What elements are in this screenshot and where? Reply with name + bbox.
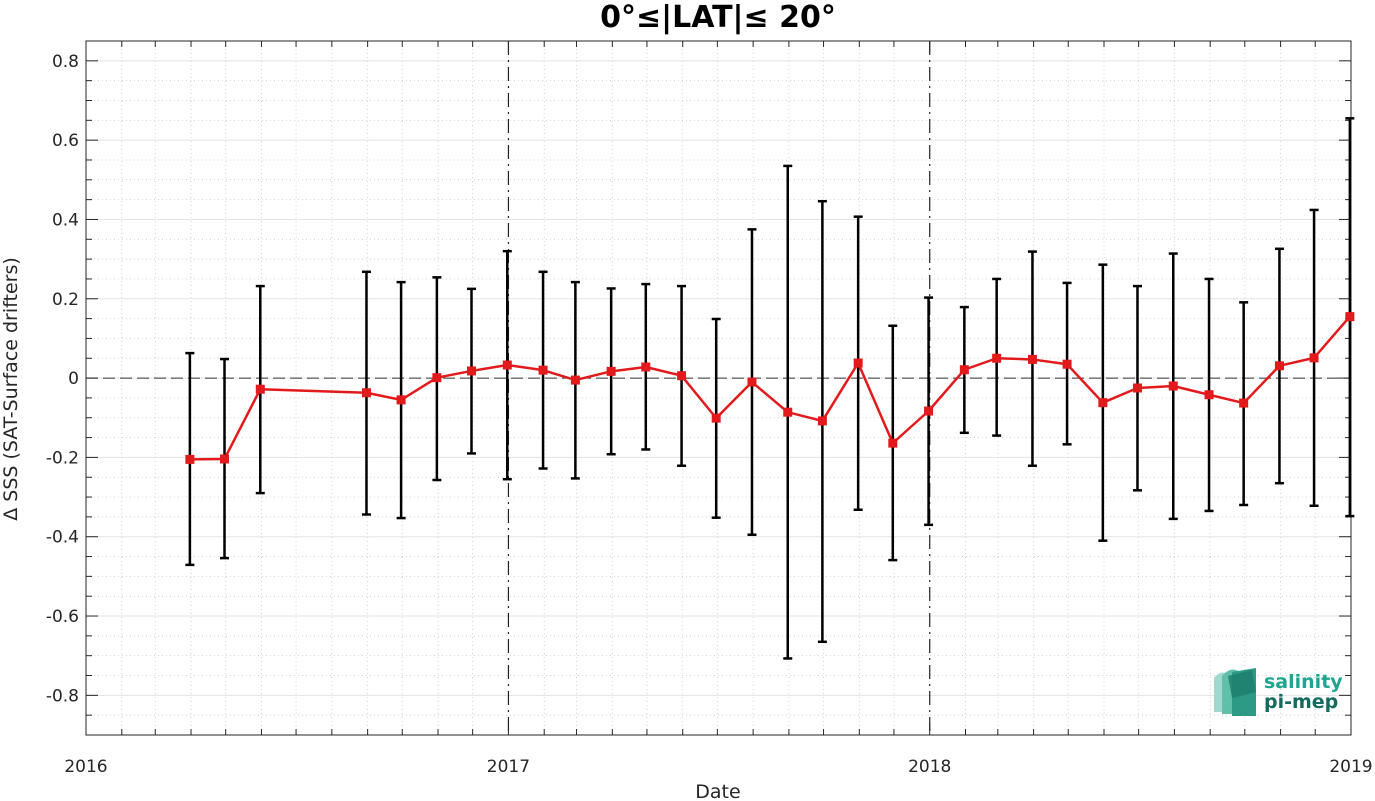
y-tick-label: 0 [68, 369, 79, 389]
data-point-marker [361, 388, 371, 398]
data-point-marker [959, 365, 969, 375]
data-point-marker [924, 406, 934, 416]
axes-frame [85, 40, 1352, 736]
data-point-marker [1062, 359, 1072, 369]
data-point-marker [1239, 398, 1249, 408]
x-tick-label: 2019 [1329, 757, 1372, 777]
series-line [189, 315, 1351, 461]
logo-text-salinity: salinity [1264, 671, 1343, 693]
series-line-group [185, 312, 1355, 464]
data-point-marker [1345, 312, 1355, 322]
y-axis-label: Δ SSS (SAT-Surface drifters) [0, 257, 22, 521]
data-point-marker [255, 384, 265, 394]
x-tick-label: 2018 [908, 757, 951, 777]
data-point-marker [570, 375, 580, 385]
data-point-marker [1098, 398, 1108, 408]
data-point-marker [606, 366, 616, 376]
data-point-marker [185, 454, 195, 464]
y-tick-label: 0.8 [52, 52, 79, 72]
y-tick-label: -0.8 [46, 686, 79, 706]
y-tick-label: -0.6 [46, 607, 79, 627]
data-point-marker [502, 360, 512, 370]
data-point-marker [817, 416, 827, 426]
data-point-marker [992, 353, 1002, 363]
reference-lines [86, 41, 1351, 735]
x-axis-label: Date [695, 781, 740, 801]
data-point-marker [1204, 390, 1214, 400]
data-point-marker [1309, 353, 1319, 363]
data-point-marker [467, 366, 477, 376]
data-point-marker [396, 395, 406, 405]
chart-title: 0°≤|LAT|≤ 20° [600, 0, 836, 35]
data-point-marker [711, 413, 721, 423]
salinity-pi-mep-logo: salinity pi-mep [1214, 668, 1343, 716]
data-point-marker [677, 371, 687, 381]
x-tick-label: 2017 [487, 757, 530, 777]
y-tick-label: -0.2 [46, 448, 79, 468]
data-point-marker [641, 362, 651, 372]
tick-labels: 0.8 0.6 0.4 0.2 0 -0.2 -0.4 -0.6 -0.8 2016 2017 201… [46, 52, 1373, 777]
logo-text-pi-mep: pi-mep [1264, 691, 1338, 713]
wave-icon [1214, 668, 1256, 716]
data-point-marker [1274, 361, 1284, 371]
data-point-marker [783, 407, 793, 417]
data-point-marker [888, 438, 898, 448]
data-point-marker [220, 454, 230, 464]
data-point-marker [1027, 354, 1037, 364]
data-point-marker [432, 373, 442, 383]
y-tick-label: 0.4 [52, 210, 79, 230]
data-point-marker [747, 377, 757, 387]
data-point-marker [538, 365, 548, 375]
y-tick-label: 0.2 [52, 290, 79, 310]
y-tick-label: 0.6 [52, 131, 79, 151]
y-tick-label: -0.4 [46, 528, 79, 548]
data-point-marker [1168, 381, 1178, 391]
data-point-marker [853, 358, 863, 368]
plot-border [85, 40, 1352, 736]
data-point-marker [1132, 383, 1142, 393]
grid [86, 40, 1351, 736]
x-tick-label: 2016 [64, 757, 107, 777]
